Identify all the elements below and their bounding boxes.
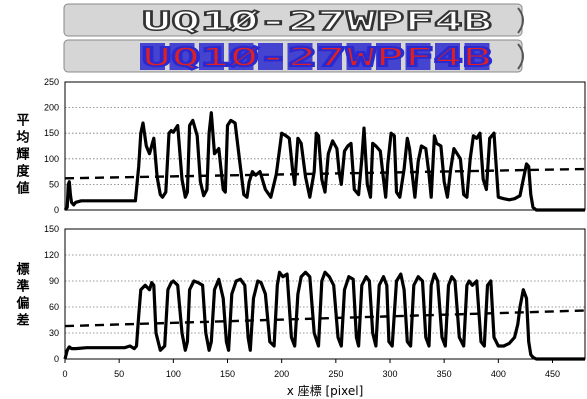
chart2-series-dashed	[64, 309, 586, 328]
chart2-y-label: 標準偏差	[14, 261, 30, 330]
chart1-series-dashed	[64, 167, 586, 180]
y-tick-label: 150	[44, 224, 59, 234]
x-tick-label: 400	[491, 369, 506, 379]
x-tick-label: 350	[437, 369, 452, 379]
x-tick-label: 0	[62, 369, 67, 379]
plate-color-bar	[140, 43, 165, 70]
plate-color-bar	[405, 43, 431, 70]
y-tick-label: 0	[54, 205, 59, 215]
y-tick-label: 30	[49, 328, 59, 338]
plate-color-bars	[140, 43, 490, 70]
plate-bottom-text: UQ1Ø-27WPF4B	[142, 43, 492, 73]
x-axis-ticks: 0 50 100 150 200 250 300 350 400 450	[62, 359, 560, 379]
chart2-frame	[64, 228, 586, 360]
plate-color-bar	[199, 43, 224, 70]
y-tick-label: 250	[44, 77, 59, 87]
chart-std-deviation: 0 30 60 90 120 150 標準偏差	[14, 224, 586, 364]
plate-color-bar	[464, 43, 490, 70]
x-tick-label: 450	[545, 369, 560, 379]
y-tick-label: 60	[49, 302, 59, 312]
plate-color-bar	[317, 43, 342, 70]
chart2-series-solid	[63, 270, 585, 361]
y-tick-label: 150	[44, 128, 59, 138]
plate-color-bar	[435, 43, 460, 70]
chart1-series-solid	[63, 111, 585, 212]
plate-color-bar	[287, 43, 313, 70]
x-tick-label: 100	[166, 369, 181, 379]
chart1-y-label: 平均輝度値	[14, 113, 31, 198]
y-tick-label: 200	[44, 103, 59, 113]
y-tick-label: 100	[44, 154, 59, 164]
plate-color-bar	[258, 43, 283, 70]
x-tick-label: 200	[274, 369, 289, 379]
y-tick-label: 50	[49, 179, 59, 189]
chart2-y-ticks: 0 30 60 90 120 150	[44, 224, 59, 364]
plate-top: UQ1Ø-27WPF4B	[63, 3, 524, 38]
y-tick-label: 0	[54, 354, 59, 364]
chart-mean-brightness: 0 50 100 150 200 250 平均輝度値	[14, 77, 586, 215]
plate-color-bar	[228, 43, 254, 70]
chart1-frame	[64, 81, 586, 211]
x-tick-label: 150	[220, 369, 235, 379]
chart1-y-ticks: 0 50 100 150 200 250	[44, 77, 59, 215]
chart2-grid	[65, 254, 585, 334]
x-tick-label: 300	[382, 369, 397, 379]
y-tick-label: 90	[49, 276, 59, 286]
plate-top-text: UQ1Ø-27WPF4B	[142, 7, 492, 37]
x-tick-label: 50	[114, 369, 124, 379]
x-axis-label: x 座標 [pixel]	[287, 383, 364, 398]
plate-color-bar	[169, 43, 195, 70]
plate-color-bar	[346, 43, 372, 70]
plate-bottom: UQ1Ø-27WPF4B	[63, 39, 524, 74]
x-tick-label: 250	[328, 369, 343, 379]
plate-color-bar	[376, 43, 401, 70]
y-tick-label: 120	[44, 250, 59, 260]
